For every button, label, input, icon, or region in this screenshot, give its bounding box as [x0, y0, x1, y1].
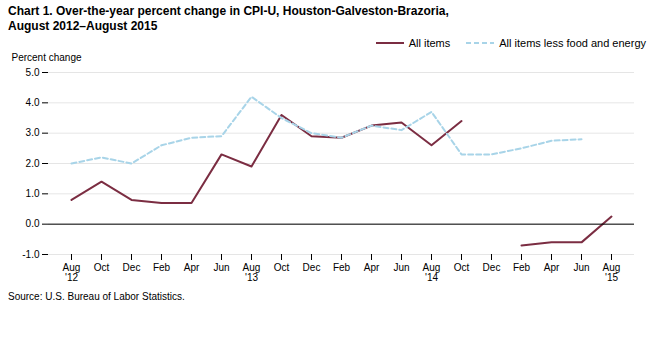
svg-text:Oct: Oct — [94, 262, 110, 273]
svg-text:Feb: Feb — [333, 262, 351, 273]
svg-text:Feb: Feb — [153, 262, 171, 273]
svg-text:Apr: Apr — [544, 262, 560, 273]
svg-text:1.0: 1.0 — [26, 188, 40, 199]
svg-text:Dec: Dec — [483, 262, 501, 273]
html-text:Chart 1. Over-the-year percent: Chart 1. Over-the-year percent change in… — [8, 4, 449, 18]
svg-text:Jun: Jun — [573, 262, 589, 273]
html-text:All items: All items — [408, 37, 451, 49]
html-text:August 2012–August 2015: August 2012–August 2015 — [8, 19, 158, 33]
svg-text:5.0: 5.0 — [26, 67, 40, 78]
svg-text:Percent change: Percent change — [12, 52, 82, 63]
svg-text:4.0: 4.0 — [26, 97, 40, 108]
svg-text:Jun: Jun — [213, 262, 229, 273]
svg-text:Aug'13: Aug'13 — [243, 262, 261, 283]
svg-text:Feb: Feb — [513, 262, 531, 273]
svg-text:Apr: Apr — [364, 262, 380, 273]
svg-text:Oct: Oct — [274, 262, 290, 273]
svg-text:Apr: Apr — [184, 262, 200, 273]
svg-text:Jun: Jun — [393, 262, 409, 273]
svg-text:Aug'14: Aug'14 — [423, 262, 441, 283]
svg-text:Dec: Dec — [303, 262, 321, 273]
svg-text:3.0: 3.0 — [26, 127, 40, 138]
svg-text:2.0: 2.0 — [26, 158, 40, 169]
svg-text:Aug'12: Aug'12 — [63, 262, 81, 283]
html-text:All items less food and energy: All items less food and energy — [499, 37, 646, 49]
svg-text:Aug'15: Aug'15 — [603, 262, 621, 283]
svg-text:Dec: Dec — [123, 262, 141, 273]
svg-text:Oct: Oct — [454, 262, 470, 273]
html-text:Source: U.S. Bureau of Labor S: Source: U.S. Bureau of Labor Statistics. — [8, 291, 185, 302]
svg-text:-1.0: -1.0 — [22, 249, 40, 260]
svg-text:0.0: 0.0 — [26, 218, 40, 229]
